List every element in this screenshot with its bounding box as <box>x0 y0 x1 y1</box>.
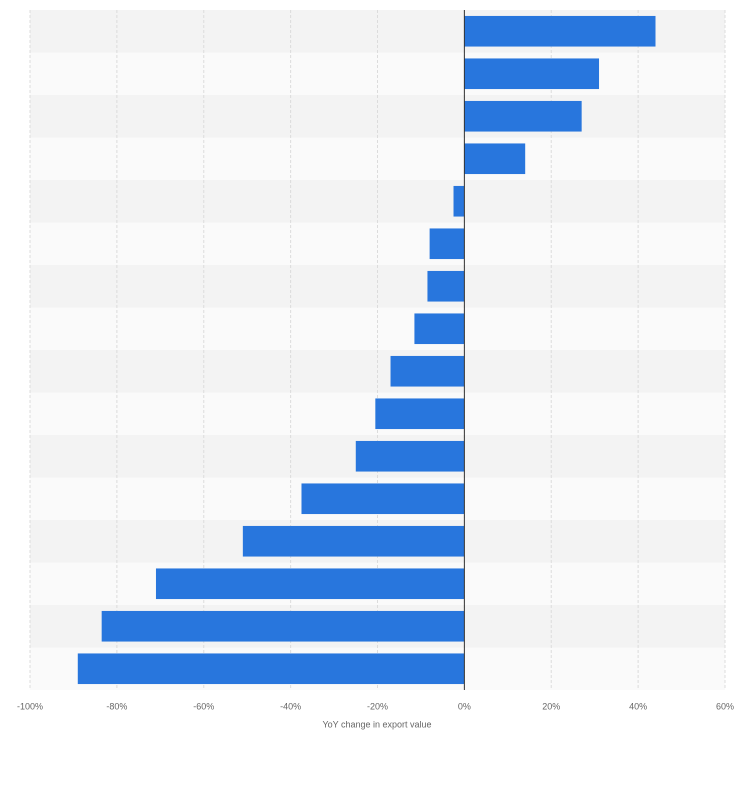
bar <box>429 228 465 260</box>
bar <box>427 270 465 302</box>
x-tick-label: 0% <box>458 701 471 711</box>
x-tick-label: -60% <box>193 701 214 711</box>
x-tick-label: 20% <box>542 701 560 711</box>
x-tick-label: -20% <box>367 701 388 711</box>
x-axis-label: YoY change in export value <box>322 719 431 729</box>
bar <box>414 313 465 345</box>
bar <box>375 398 465 430</box>
bar <box>301 483 465 515</box>
x-tick-label: -40% <box>280 701 301 711</box>
bar <box>453 185 465 217</box>
bar <box>464 143 526 175</box>
bar <box>77 653 465 685</box>
bar <box>355 440 465 472</box>
bar <box>390 355 465 387</box>
bar <box>464 100 582 132</box>
x-tick-label: 40% <box>629 701 647 711</box>
bar <box>101 610 465 642</box>
bar <box>464 15 656 47</box>
x-tick-label: -100% <box>17 701 43 711</box>
x-tick-label: -80% <box>106 701 127 711</box>
row-band <box>30 307 725 350</box>
bar <box>155 568 465 600</box>
row-band <box>30 52 725 95</box>
row-band <box>30 137 725 180</box>
bar <box>464 58 600 90</box>
bar <box>242 525 465 557</box>
row-band <box>30 222 725 265</box>
x-tick-label: 60% <box>716 701 734 711</box>
